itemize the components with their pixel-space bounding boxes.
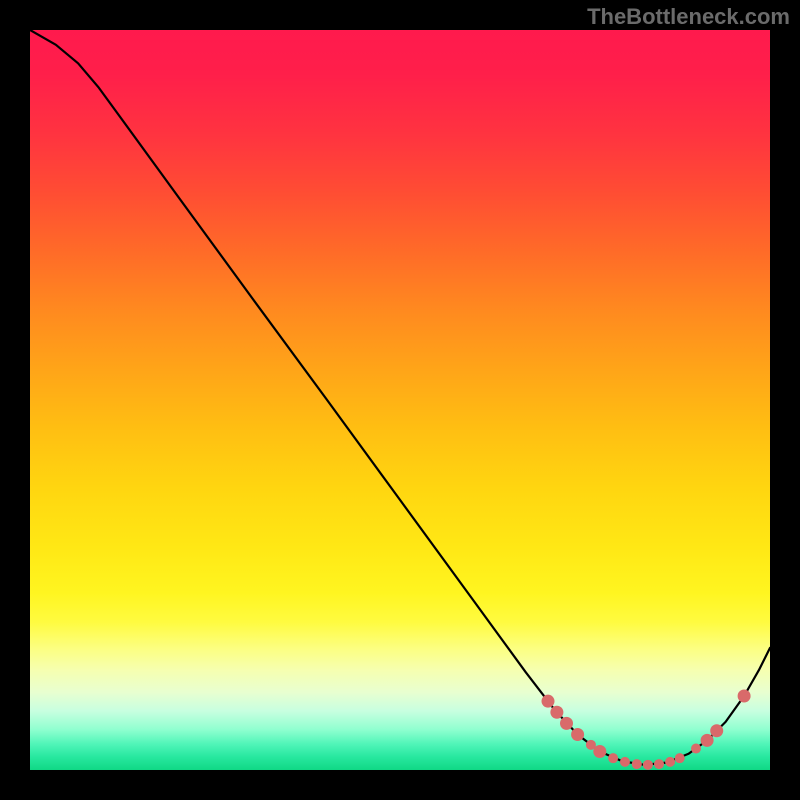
marker-point — [632, 759, 642, 769]
marker-point — [654, 759, 664, 769]
marker-point — [701, 734, 714, 747]
marker-point — [560, 717, 573, 730]
plot-area — [30, 30, 770, 770]
watermark-text: TheBottleneck.com — [587, 4, 790, 30]
marker-point — [620, 757, 630, 767]
marker-point — [710, 724, 723, 737]
marker-point — [691, 744, 701, 754]
marker-point — [571, 728, 584, 741]
marker-point — [542, 695, 555, 708]
chart-container: TheBottleneck.com — [0, 0, 800, 800]
marker-point — [675, 753, 685, 763]
marker-point — [550, 706, 563, 719]
curve-line — [30, 30, 770, 765]
curve-layer — [30, 30, 770, 770]
marker-point — [608, 753, 618, 763]
marker-point — [593, 745, 606, 758]
marker-point — [643, 760, 653, 770]
marker-point — [665, 757, 675, 767]
marker-point — [738, 690, 751, 703]
